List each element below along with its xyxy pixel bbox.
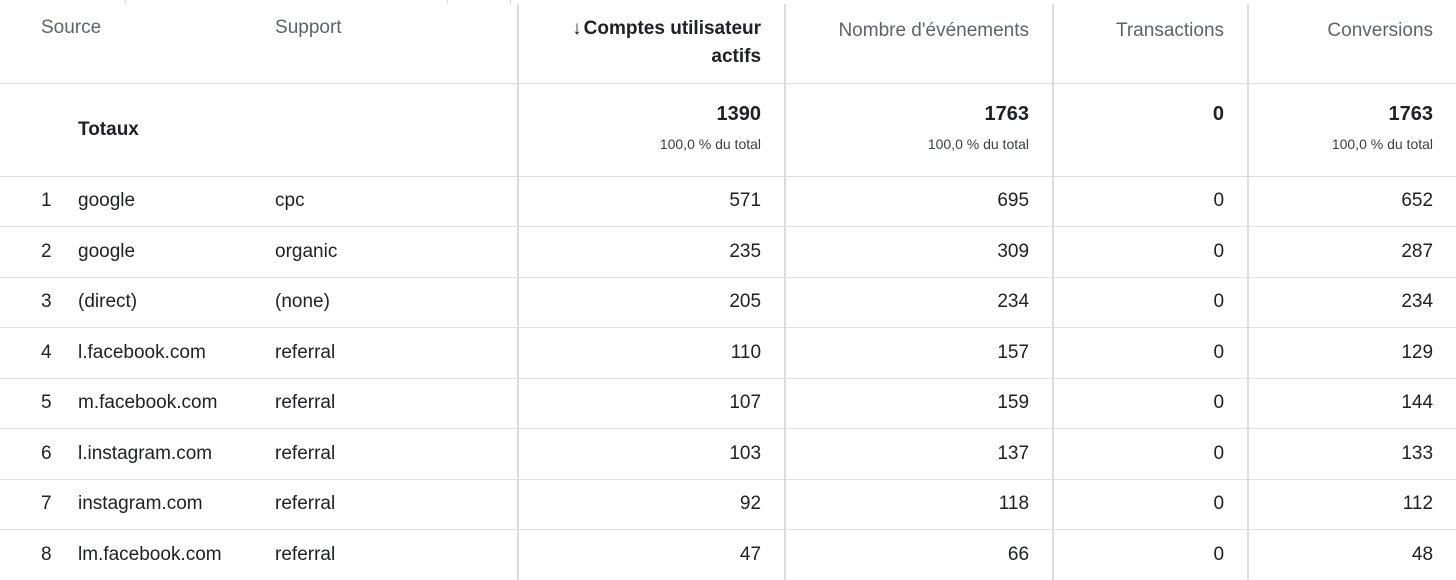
row-index: 6 <box>0 428 78 480</box>
row-index: 7 <box>0 479 78 530</box>
totals-conversions-value: 1763 <box>1388 102 1434 125</box>
row-support: referral <box>275 378 519 429</box>
row-transactions: 0 <box>1052 378 1249 429</box>
row-transactions: 0 <box>1052 327 1249 379</box>
column-header-conversions[interactable]: Conversions <box>1247 4 1456 84</box>
row-transactions: 0 <box>1052 226 1249 278</box>
row-transactions: 0 <box>1052 479 1249 530</box>
totals-index-cell <box>0 83 78 177</box>
row-active-users: 107 <box>517 378 786 429</box>
row-index: 3 <box>0 277 78 328</box>
row-transactions: 0 <box>1052 529 1249 580</box>
totals-transactions-value: 0 <box>1212 102 1225 125</box>
table-row[interactable]: 4 l.facebook.com referral 110 157 0 129 <box>0 327 1456 379</box>
row-active-users: 571 <box>517 176 786 227</box>
row-support: cpc <box>275 176 519 227</box>
column-header-support-label: Support <box>275 17 342 38</box>
row-event-count: 309 <box>784 226 1054 278</box>
row-source: google <box>78 226 276 278</box>
row-index: 4 <box>0 327 78 379</box>
row-source: l.instagram.com <box>78 428 276 480</box>
totals-conversions-percent: 100,0 % du total <box>1331 135 1434 152</box>
row-source: l.facebook.com <box>78 327 276 379</box>
totals-row: Totaux 1390 100,0 % du total 1763 100,0 … <box>0 83 1456 177</box>
column-header-active-users[interactable]: ↓ Comptes utilisateur actifs <box>517 4 786 84</box>
row-conversions: 48 <box>1247 529 1456 580</box>
row-event-count: 118 <box>784 479 1054 530</box>
row-conversions: 133 <box>1247 428 1456 480</box>
column-header-event-count-label: Nombre d'événements <box>838 20 1030 41</box>
totals-conversions: 1763 100,0 % du total <box>1247 83 1456 177</box>
row-support: referral <box>275 479 519 530</box>
table-row[interactable]: 7 instagram.com referral 92 118 0 112 <box>0 479 1456 530</box>
row-source: (direct) <box>78 277 276 328</box>
column-header-conversions-label: Conversions <box>1327 20 1434 41</box>
column-header-support[interactable]: Support <box>275 4 519 84</box>
sort-descending-icon: ↓ <box>572 18 582 39</box>
row-transactions: 0 <box>1052 176 1249 227</box>
report-table: Source Support ↓ Comptes utilisateur acti… <box>0 4 1456 580</box>
column-header-event-count[interactable]: Nombre d'événements <box>784 4 1054 84</box>
row-event-count: 234 <box>784 277 1054 328</box>
tab-strip-divider <box>125 0 386 4</box>
row-active-users: 92 <box>517 479 786 530</box>
totals-transactions: 0 <box>1052 83 1249 177</box>
row-source: m.facebook.com <box>78 378 276 429</box>
row-support: (none) <box>275 277 519 328</box>
tab-strip-divider <box>447 0 448 4</box>
row-event-count: 695 <box>784 176 1054 227</box>
row-support: organic <box>275 226 519 278</box>
row-index: 5 <box>0 378 78 429</box>
table-row[interactable]: 8 lm.facebook.com referral 47 66 0 48 <box>0 529 1456 580</box>
row-support: referral <box>275 327 519 379</box>
row-conversions: 129 <box>1247 327 1456 379</box>
totals-active-users-percent: 100,0 % du total <box>659 135 762 152</box>
tab-strip-divider <box>510 0 511 4</box>
table-row[interactable]: 3 (direct) (none) 205 234 0 234 <box>0 277 1456 328</box>
column-header-source-label: Source <box>41 17 102 38</box>
row-conversions: 144 <box>1247 378 1456 429</box>
row-active-users: 205 <box>517 277 786 328</box>
row-event-count: 66 <box>784 529 1054 580</box>
row-source: google <box>78 176 276 227</box>
row-event-count: 159 <box>784 378 1054 429</box>
row-active-users: 110 <box>517 327 786 379</box>
column-header-active-users-label: Comptes utilisateur actifs <box>583 18 762 67</box>
row-conversions: 652 <box>1247 176 1456 227</box>
column-header-source[interactable]: Source <box>0 4 276 84</box>
table-row[interactable]: 6 l.instagram.com referral 103 137 0 133 <box>0 428 1456 480</box>
row-transactions: 0 <box>1052 277 1249 328</box>
row-support: referral <box>275 428 519 480</box>
column-header-transactions[interactable]: Transactions <box>1052 4 1249 84</box>
row-conversions: 112 <box>1247 479 1456 530</box>
row-active-users: 235 <box>517 226 786 278</box>
totals-event-count-percent: 100,0 % du total <box>927 135 1030 152</box>
row-index: 1 <box>0 176 78 227</box>
totals-event-count: 1763 100,0 % du total <box>784 83 1054 177</box>
header-row: Source Support ↓ Comptes utilisateur acti… <box>0 4 1456 84</box>
row-active-users: 103 <box>517 428 786 480</box>
totals-label: Totaux <box>78 83 519 177</box>
header-top-strip <box>0 0 1456 4</box>
row-source: lm.facebook.com <box>78 544 222 565</box>
table-row[interactable]: 2 google organic 235 309 0 287 <box>0 226 1456 278</box>
totals-active-users: 1390 100,0 % du total <box>517 83 786 177</box>
row-conversions: 287 <box>1247 226 1456 278</box>
row-active-users: 47 <box>517 529 786 580</box>
table-row[interactable]: 1 google cpc 571 695 0 652 <box>0 176 1456 227</box>
row-event-count: 137 <box>784 428 1054 480</box>
totals-active-users-value: 1390 <box>716 102 762 125</box>
row-transactions: 0 <box>1052 428 1249 480</box>
row-source: instagram.com <box>78 479 276 530</box>
row-support: referral <box>275 544 336 565</box>
totals-event-count-value: 1763 <box>984 102 1030 125</box>
row-index: 8 <box>41 544 52 565</box>
row-conversions: 234 <box>1247 277 1456 328</box>
row-index: 2 <box>0 226 78 278</box>
column-header-transactions-label: Transactions <box>1115 20 1225 41</box>
table-row[interactable]: 5 m.facebook.com referral 107 159 0 144 <box>0 378 1456 429</box>
row-event-count: 157 <box>784 327 1054 379</box>
